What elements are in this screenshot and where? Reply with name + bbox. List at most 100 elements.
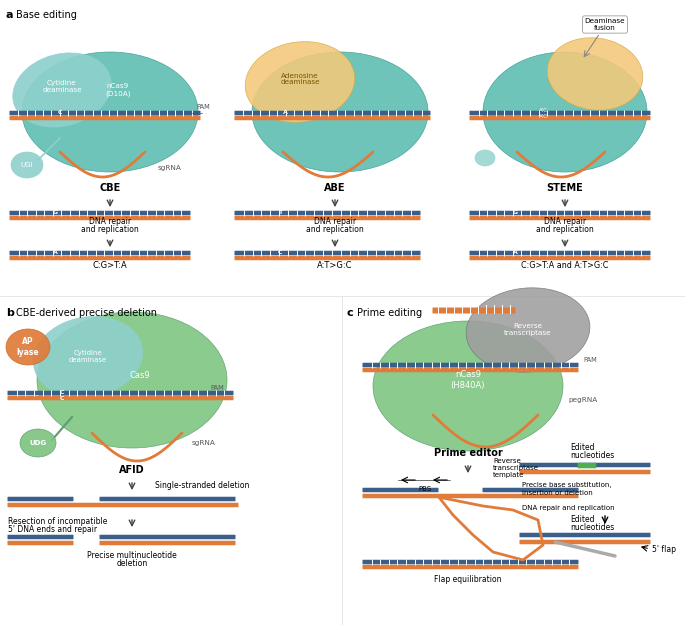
- Text: PAM: PAM: [583, 357, 597, 363]
- Ellipse shape: [22, 52, 198, 172]
- Text: G: G: [53, 211, 58, 216]
- Ellipse shape: [547, 38, 643, 110]
- FancyBboxPatch shape: [8, 503, 238, 508]
- Text: PAM: PAM: [210, 385, 224, 391]
- FancyBboxPatch shape: [8, 391, 234, 395]
- Text: Prime editing: Prime editing: [357, 308, 422, 318]
- Text: C:G>T:A and A:T>G:C: C:G>T:A and A:T>G:C: [521, 261, 609, 269]
- Text: DNA repair and replication: DNA repair and replication: [522, 505, 614, 511]
- Text: Flap equilibration: Flap equilibration: [434, 576, 501, 584]
- FancyBboxPatch shape: [469, 111, 651, 115]
- FancyBboxPatch shape: [234, 211, 421, 215]
- FancyBboxPatch shape: [469, 256, 651, 260]
- FancyBboxPatch shape: [10, 216, 190, 220]
- Text: CBE: CBE: [99, 183, 121, 193]
- Text: deletion: deletion: [116, 559, 148, 568]
- Ellipse shape: [11, 152, 43, 178]
- Text: nucleotides: nucleotides: [570, 451, 614, 459]
- Text: Edited: Edited: [570, 444, 595, 452]
- FancyBboxPatch shape: [482, 488, 579, 492]
- Text: nucleotides: nucleotides: [570, 524, 614, 532]
- FancyBboxPatch shape: [234, 111, 430, 115]
- Text: C: C: [60, 391, 64, 396]
- FancyBboxPatch shape: [362, 560, 579, 564]
- Text: and replication: and replication: [81, 226, 139, 234]
- Text: Resection of incompatible: Resection of incompatible: [8, 516, 108, 526]
- FancyBboxPatch shape: [234, 251, 421, 255]
- Text: Cytidine
deaminase: Cytidine deaminase: [42, 81, 82, 94]
- FancyBboxPatch shape: [362, 494, 579, 498]
- Text: nCas9
(D10A): nCas9 (D10A): [105, 83, 131, 97]
- Text: A'C: A'C: [538, 107, 547, 112]
- Text: A:T>G:C: A:T>G:C: [317, 261, 353, 269]
- FancyBboxPatch shape: [432, 308, 516, 314]
- Ellipse shape: [466, 288, 590, 372]
- Text: A'C: A'C: [538, 114, 547, 119]
- FancyBboxPatch shape: [234, 116, 430, 120]
- Text: Cas9: Cas9: [129, 371, 150, 379]
- Text: T: T: [278, 211, 282, 216]
- FancyBboxPatch shape: [99, 541, 236, 545]
- Ellipse shape: [483, 52, 647, 172]
- Text: A: A: [512, 251, 517, 256]
- Ellipse shape: [245, 42, 355, 122]
- Text: Precise multinucleotide: Precise multinucleotide: [87, 551, 177, 559]
- Text: C: C: [60, 396, 64, 401]
- Ellipse shape: [475, 150, 495, 166]
- FancyBboxPatch shape: [99, 535, 236, 539]
- Text: C: C: [277, 251, 282, 256]
- Text: Edited: Edited: [570, 516, 595, 524]
- Text: c: c: [347, 308, 353, 318]
- FancyBboxPatch shape: [10, 211, 190, 215]
- Text: Reverse
transcriptase: Reverse transcriptase: [504, 324, 552, 336]
- Text: and replication: and replication: [536, 226, 594, 234]
- Text: AFID: AFID: [119, 465, 145, 475]
- Ellipse shape: [373, 321, 563, 451]
- Text: nCas9
(H840A): nCas9 (H840A): [451, 370, 485, 390]
- FancyBboxPatch shape: [469, 211, 651, 215]
- Text: UDG: UDG: [29, 440, 47, 446]
- FancyBboxPatch shape: [8, 541, 73, 545]
- Text: A: A: [282, 111, 288, 116]
- Text: 5' DNA ends and repair: 5' DNA ends and repair: [8, 524, 97, 534]
- Text: PBS: PBS: [419, 486, 432, 492]
- FancyBboxPatch shape: [469, 251, 651, 255]
- FancyBboxPatch shape: [519, 470, 651, 474]
- Ellipse shape: [13, 53, 111, 127]
- FancyBboxPatch shape: [10, 251, 190, 255]
- FancyBboxPatch shape: [8, 535, 73, 539]
- Text: sgRNA: sgRNA: [192, 440, 216, 446]
- FancyBboxPatch shape: [234, 216, 421, 220]
- Text: 5' flap: 5' flap: [652, 546, 676, 554]
- FancyBboxPatch shape: [8, 396, 234, 400]
- Text: AP
lyase: AP lyase: [16, 338, 39, 357]
- FancyBboxPatch shape: [10, 256, 190, 260]
- FancyBboxPatch shape: [362, 368, 579, 372]
- Text: STEME: STEME: [547, 183, 584, 193]
- FancyBboxPatch shape: [519, 532, 651, 538]
- Text: C:G>T:A: C:G>T:A: [92, 261, 127, 269]
- Text: Reverse
transcriptase
template: Reverse transcriptase template: [493, 458, 539, 478]
- Text: and replication: and replication: [306, 226, 364, 234]
- Text: Single-stranded deletion: Single-stranded deletion: [155, 481, 249, 489]
- FancyBboxPatch shape: [519, 462, 651, 468]
- FancyBboxPatch shape: [362, 362, 579, 368]
- FancyBboxPatch shape: [234, 256, 421, 260]
- Text: C: C: [58, 111, 62, 116]
- FancyBboxPatch shape: [99, 497, 236, 501]
- Text: Deaminase
fusion: Deaminase fusion: [585, 18, 625, 31]
- Text: ABE: ABE: [324, 183, 346, 193]
- Text: CBE-derived precise deletion: CBE-derived precise deletion: [16, 308, 157, 318]
- Text: pegRNA: pegRNA: [568, 397, 597, 403]
- Ellipse shape: [34, 316, 142, 398]
- Text: DNA repair: DNA repair: [314, 217, 356, 226]
- Text: G: G: [512, 211, 518, 216]
- Text: sgRNA: sgRNA: [158, 165, 182, 171]
- Text: DNA repair: DNA repair: [89, 217, 131, 226]
- Ellipse shape: [6, 329, 50, 365]
- Ellipse shape: [37, 312, 227, 448]
- FancyBboxPatch shape: [577, 462, 597, 468]
- Text: insertion or deletion: insertion or deletion: [522, 490, 593, 496]
- Text: b: b: [6, 308, 14, 318]
- FancyBboxPatch shape: [8, 497, 73, 501]
